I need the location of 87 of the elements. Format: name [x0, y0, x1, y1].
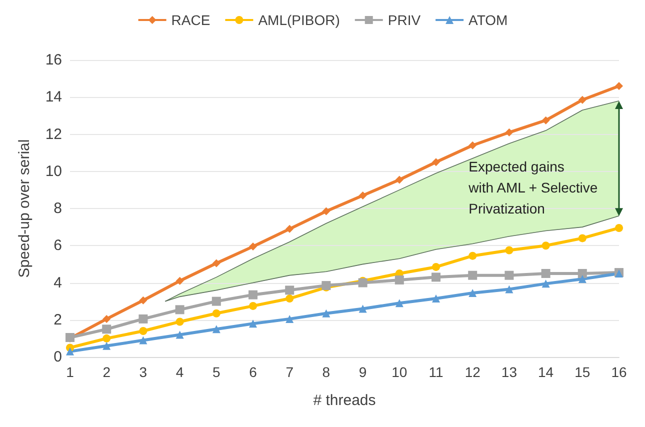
point — [394, 275, 404, 284]
point — [322, 309, 330, 318]
point — [578, 96, 586, 104]
point — [432, 272, 440, 282]
x-tick-label: 14 — [538, 364, 554, 380]
y-tick-label: 6 — [54, 237, 62, 254]
point — [139, 327, 148, 336]
x-tick-label: 2 — [102, 364, 111, 380]
point — [504, 270, 514, 280]
point — [395, 299, 404, 308]
point — [542, 242, 550, 250]
x-tick-label: 5 — [212, 364, 220, 380]
point — [285, 286, 294, 295]
y-tick-label: 10 — [45, 162, 62, 180]
y-tick-label: 14 — [45, 88, 62, 106]
point — [212, 296, 221, 306]
point — [175, 305, 184, 314]
point — [358, 278, 368, 288]
point — [505, 246, 514, 254]
point — [395, 176, 404, 184]
point — [102, 334, 111, 342]
point — [578, 268, 587, 278]
legend-label: PRIV — [388, 12, 422, 28]
point — [358, 192, 367, 200]
x-tick-label: 13 — [501, 364, 518, 380]
x-tick-label: 9 — [358, 364, 367, 380]
x-tick-label: 12 — [464, 364, 481, 380]
point — [468, 288, 477, 297]
point — [541, 268, 550, 278]
y-tick-label: 0 — [54, 348, 62, 366]
point — [468, 252, 477, 260]
point — [432, 262, 440, 271]
x-tick-label: 15 — [574, 364, 590, 380]
point — [505, 128, 514, 136]
point — [249, 242, 257, 251]
y-tick-label: 12 — [45, 126, 62, 143]
point — [176, 318, 184, 326]
y-axis-title: Speed-up over serial — [16, 139, 33, 278]
x-tick-label: 8 — [322, 364, 330, 380]
point — [138, 314, 148, 324]
point — [322, 207, 330, 216]
point — [578, 275, 586, 284]
y-tick-label: 16 — [45, 52, 62, 68]
point — [249, 320, 257, 328]
point — [358, 304, 367, 313]
x-tick-label: 4 — [176, 364, 184, 380]
point — [66, 347, 74, 356]
point — [249, 302, 257, 310]
point — [286, 314, 294, 323]
x-tick-label: 6 — [249, 364, 258, 380]
legend-label: AML(PIBOR) — [258, 12, 340, 28]
x-tick-label: 3 — [139, 364, 148, 380]
point — [212, 309, 220, 318]
point — [432, 158, 440, 166]
point — [139, 336, 148, 344]
point — [615, 82, 623, 90]
y-tick-label: 8 — [54, 200, 62, 217]
point — [505, 285, 514, 294]
x-tick-label: 10 — [392, 364, 408, 380]
point — [578, 234, 586, 242]
x-tick-label: 1 — [66, 364, 74, 380]
point — [212, 259, 220, 268]
point — [139, 296, 148, 304]
point — [432, 294, 440, 303]
y-tick-label: 4 — [54, 274, 62, 292]
x-tick-label: 7 — [286, 364, 294, 380]
x-axis-title: # threads — [313, 392, 376, 409]
point — [286, 294, 294, 303]
point — [468, 270, 478, 280]
point — [102, 324, 112, 334]
point — [468, 141, 477, 150]
x-tick-label: 11 — [428, 364, 444, 380]
point — [102, 314, 111, 323]
legend-label: RACE — [171, 12, 210, 28]
point — [212, 325, 220, 334]
point — [542, 116, 550, 124]
legend-label: ATOM — [468, 12, 508, 28]
point — [176, 330, 184, 339]
x-tick-label: 16 — [611, 364, 627, 380]
point — [102, 342, 111, 350]
point — [286, 224, 294, 233]
point — [615, 224, 623, 232]
point — [176, 276, 184, 285]
point — [542, 280, 550, 288]
y-tick-label: 2 — [54, 311, 62, 328]
annotation: Expected gains with AML + Selective Privatization — [468, 158, 598, 216]
point — [248, 290, 258, 300]
